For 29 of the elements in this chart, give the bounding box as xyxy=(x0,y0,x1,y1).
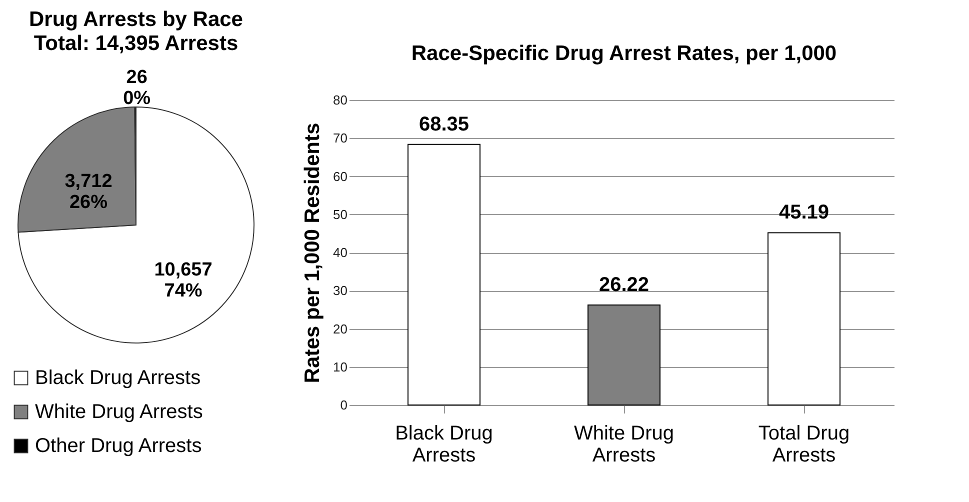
legend-label: Black Drug Arrests xyxy=(35,367,201,389)
legend-label: Other Drug Arrests xyxy=(35,435,202,457)
legend-label: White Drug Arrests xyxy=(35,401,203,423)
y-tick-label: 40 xyxy=(333,245,348,260)
y-tick-label: 10 xyxy=(333,359,348,374)
chart-subtitle: Total: 14,395 Arrests xyxy=(34,32,238,55)
y-tick-label: 20 xyxy=(333,321,348,336)
chart-title: Drug Arrests by Race xyxy=(29,8,243,31)
y-tick-label: 0 xyxy=(340,398,348,412)
y-tick-label: 80 xyxy=(333,92,348,108)
data-label: 3,712 26% xyxy=(64,170,112,213)
x-tick-label: Black Drug Arrests xyxy=(395,422,493,466)
x-tick-label: White Drug Arrests xyxy=(574,422,674,466)
data-label: 26.22 xyxy=(598,274,650,296)
chart-title: Race-Specific Drug Arrest Rates, per 1,000 xyxy=(411,42,837,65)
bar xyxy=(768,232,840,406)
y-axis-title: Rates per 1,000 Residents xyxy=(301,122,324,384)
data-label: 26 0% xyxy=(123,67,151,109)
data-label: 68.35 xyxy=(418,113,470,136)
pie-slice xyxy=(18,106,254,344)
bar xyxy=(588,304,660,406)
y-tick-label: 70 xyxy=(333,130,348,146)
data-label: 45.19 xyxy=(778,202,830,224)
bar xyxy=(408,144,480,406)
y-tick-label: 50 xyxy=(333,206,348,222)
x-tick-label: Total Drug Arrests xyxy=(758,422,850,466)
data-label: 10,657 74% xyxy=(154,259,212,302)
y-tick-label: 60 xyxy=(333,168,348,184)
y-tick-label: 30 xyxy=(333,283,348,298)
